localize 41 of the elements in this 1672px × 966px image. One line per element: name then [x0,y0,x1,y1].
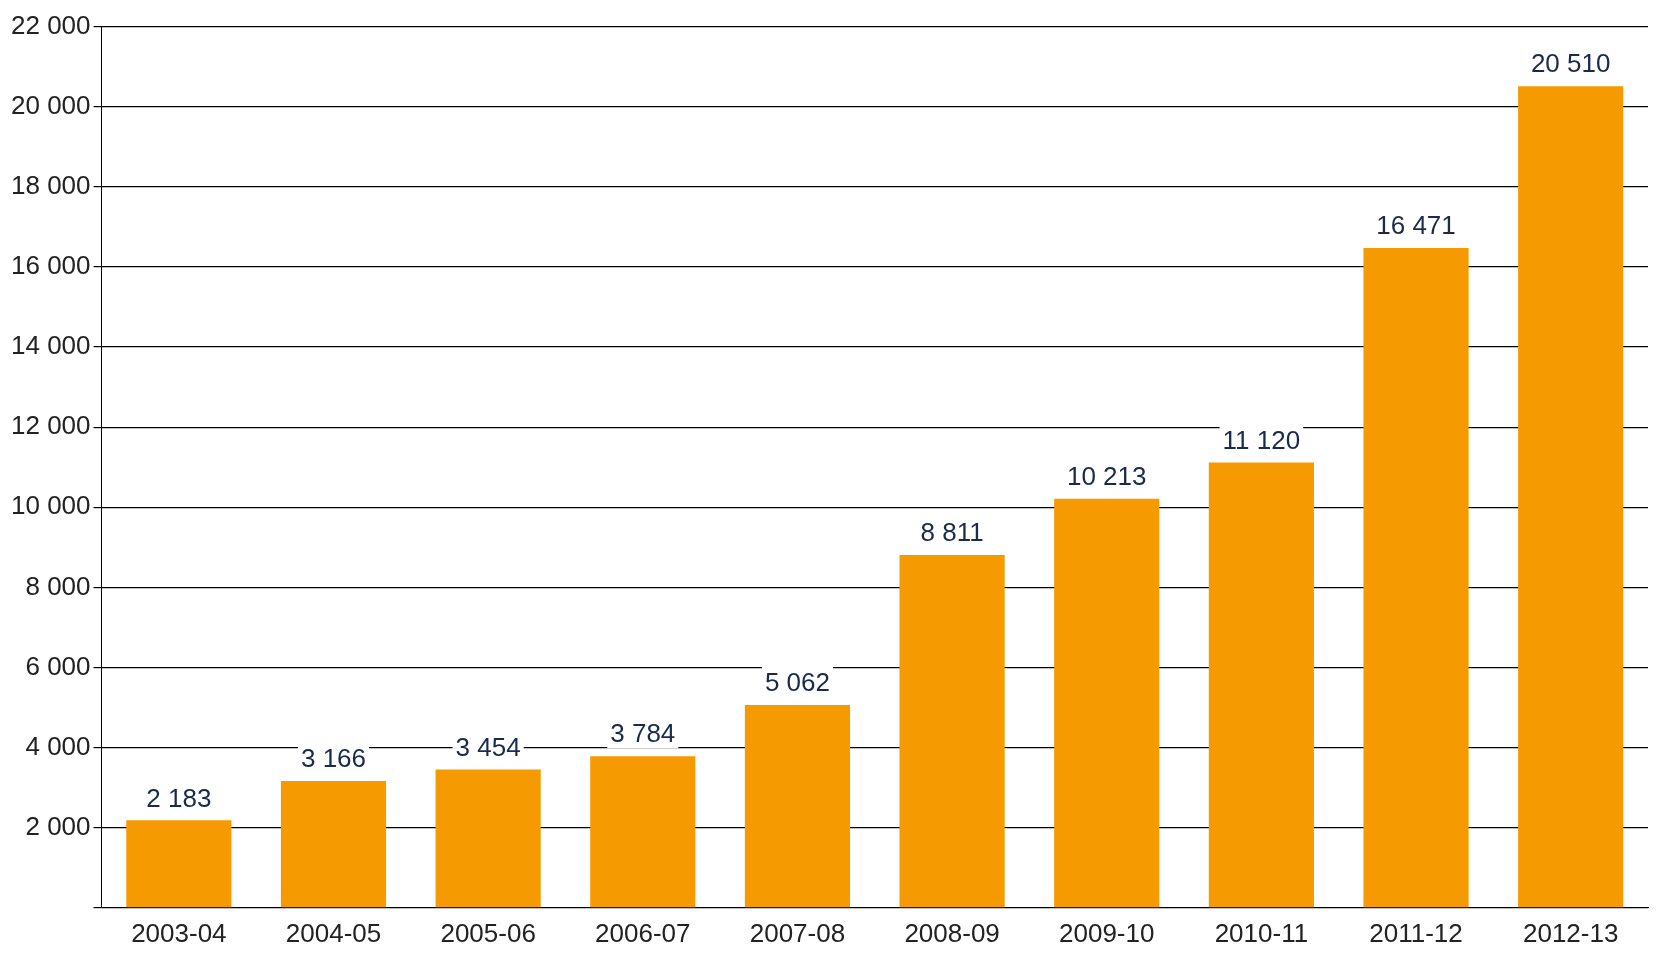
data-label: 11 120 [1222,424,1301,455]
x-tick-label: 2005-06 [440,917,536,948]
data-label: 3 166 [300,743,367,774]
x-tick-label: 2006-07 [595,917,691,948]
data-label: 8 811 [920,517,984,548]
y-tick-label: 14 000 [10,330,91,361]
y-tick-label: 22 000 [10,9,91,40]
x-tick-label: 2010-11 [1214,917,1309,948]
bar [126,820,232,908]
y-tick-label: 12 000 [10,410,91,441]
y-tick-label: 10 000 [10,490,91,521]
data-label: 3 454 [455,731,521,762]
bar [899,554,1005,908]
y-tick-label: 4 000 [25,730,91,761]
y-tick-label: 18 000 [10,169,91,200]
y-tick-label: 16 000 [10,250,91,281]
data-label: 3 784 [610,718,676,749]
x-tick-label: 2008-09 [904,917,1000,948]
x-tick-label: 2003-04 [131,917,227,948]
bar [1518,86,1624,908]
bar [435,769,541,908]
x-tick-label: 2007-08 [749,917,846,948]
y-tick-label: 6 000 [25,650,91,681]
bar [590,756,696,908]
bar [1363,248,1469,908]
bar [744,705,851,908]
data-label: 5 062 [764,667,830,698]
x-tick-label: 2011-12 [1369,917,1463,948]
y-tick-label: 2 000 [25,810,91,841]
data-label: 10 213 [1066,460,1147,491]
y-tick-label: 8 000 [25,570,91,601]
bar [280,780,387,908]
x-tick-label: 2004-05 [285,917,382,948]
bar [1208,462,1314,908]
x-tick-label: 2009-10 [1059,917,1155,948]
bar [1054,498,1160,908]
data-label: 20 510 [1530,48,1611,79]
x-tick-label: 2012-13 [1522,917,1619,948]
data-label: 2 183 [146,782,212,813]
y-tick-label: 20 000 [10,89,91,120]
data-label: 16 471 [1376,210,1456,241]
